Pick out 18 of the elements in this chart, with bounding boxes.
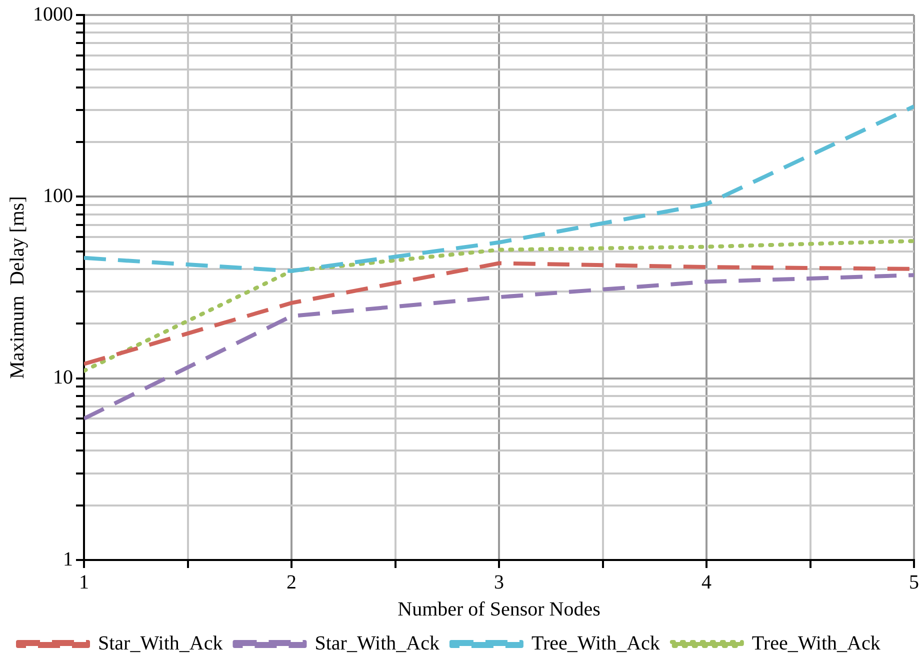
x-axis-title: Number of Sensor Nodes <box>398 598 601 620</box>
line-series <box>84 239 914 373</box>
x-tick-label: 4 <box>702 571 712 594</box>
x-tick-label: 1 <box>79 571 89 594</box>
y-tick-label: 10 <box>53 366 73 389</box>
y-axis-title: Maximum Delay [ms] <box>6 196 28 379</box>
legend-label: Star_With_Ack <box>314 632 440 654</box>
legend-label: Tree_With_Ack <box>531 632 660 654</box>
legend-label: Star_With_Ack <box>98 632 223 654</box>
line-series <box>84 273 914 421</box>
x-tick-label: 5 <box>909 571 919 594</box>
y-tick-label: 100 <box>43 184 73 207</box>
x-tick-label: 3 <box>494 571 504 594</box>
legend-label: Tree_With_Ack <box>752 632 880 654</box>
y-tick-label: 1000 <box>33 3 73 26</box>
y-tick-label: 1 <box>63 548 73 570</box>
x-tick-label: 2 <box>286 571 296 594</box>
line-series <box>84 104 914 273</box>
